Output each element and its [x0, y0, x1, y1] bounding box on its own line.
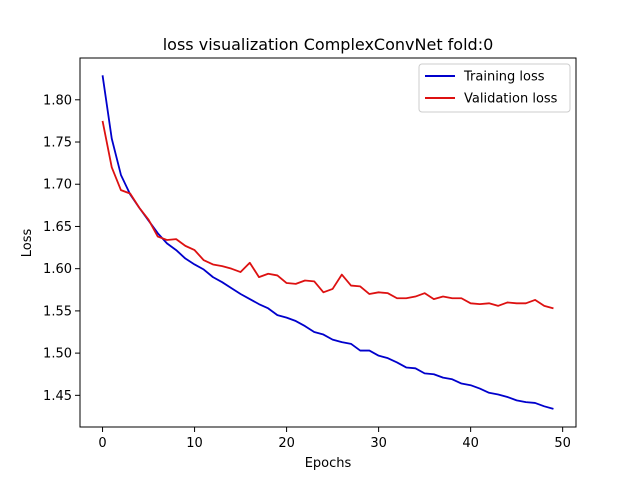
series-line-validation-loss	[101, 120, 554, 310]
chart-title: loss visualization ComplexConvNet fold:0	[163, 35, 494, 54]
y-tick-label-1.80: 1.80	[43, 93, 72, 108]
y-tick-label-1.55: 1.55	[43, 304, 72, 319]
y-tick-label-1.70: 1.70	[43, 178, 72, 193]
y-axis-ticks: 1.45 1.50 1.55 1.60 1.65 1.70 1.75 1.80	[43, 93, 80, 404]
plot-frame	[79, 57, 577, 428]
series-line-training-loss	[101, 75, 554, 410]
x-tick-label-0: 0	[98, 436, 106, 451]
legend-label-training-loss: Training loss	[463, 70, 545, 85]
y-tick-label-1.60: 1.60	[43, 262, 72, 277]
plot-background	[80, 58, 576, 427]
legend-label-validation-loss: Validation loss	[464, 92, 558, 107]
legend: Training loss Validation loss	[418, 63, 571, 113]
x-tick-label-30: 30	[370, 436, 387, 451]
y-tick-label-1.75: 1.75	[43, 136, 72, 151]
y-axis-label: Loss	[20, 229, 35, 258]
y-tick-label-1.50: 1.50	[43, 347, 72, 362]
x-tick-label-10: 10	[186, 436, 203, 451]
x-tick-label-40: 40	[462, 436, 479, 451]
series-layer	[101, 75, 554, 410]
y-tick-label-1.45: 1.45	[43, 389, 72, 404]
x-tick-label-20: 20	[278, 436, 295, 451]
x-tick-label-50: 50	[554, 436, 571, 451]
plot-area	[79, 57, 577, 428]
x-axis-label: Epochs	[305, 456, 352, 471]
x-axis-ticks: 0 10 20 30 40 50	[98, 427, 571, 451]
y-tick-label-1.65: 1.65	[43, 220, 72, 235]
legend-box	[418, 63, 571, 113]
